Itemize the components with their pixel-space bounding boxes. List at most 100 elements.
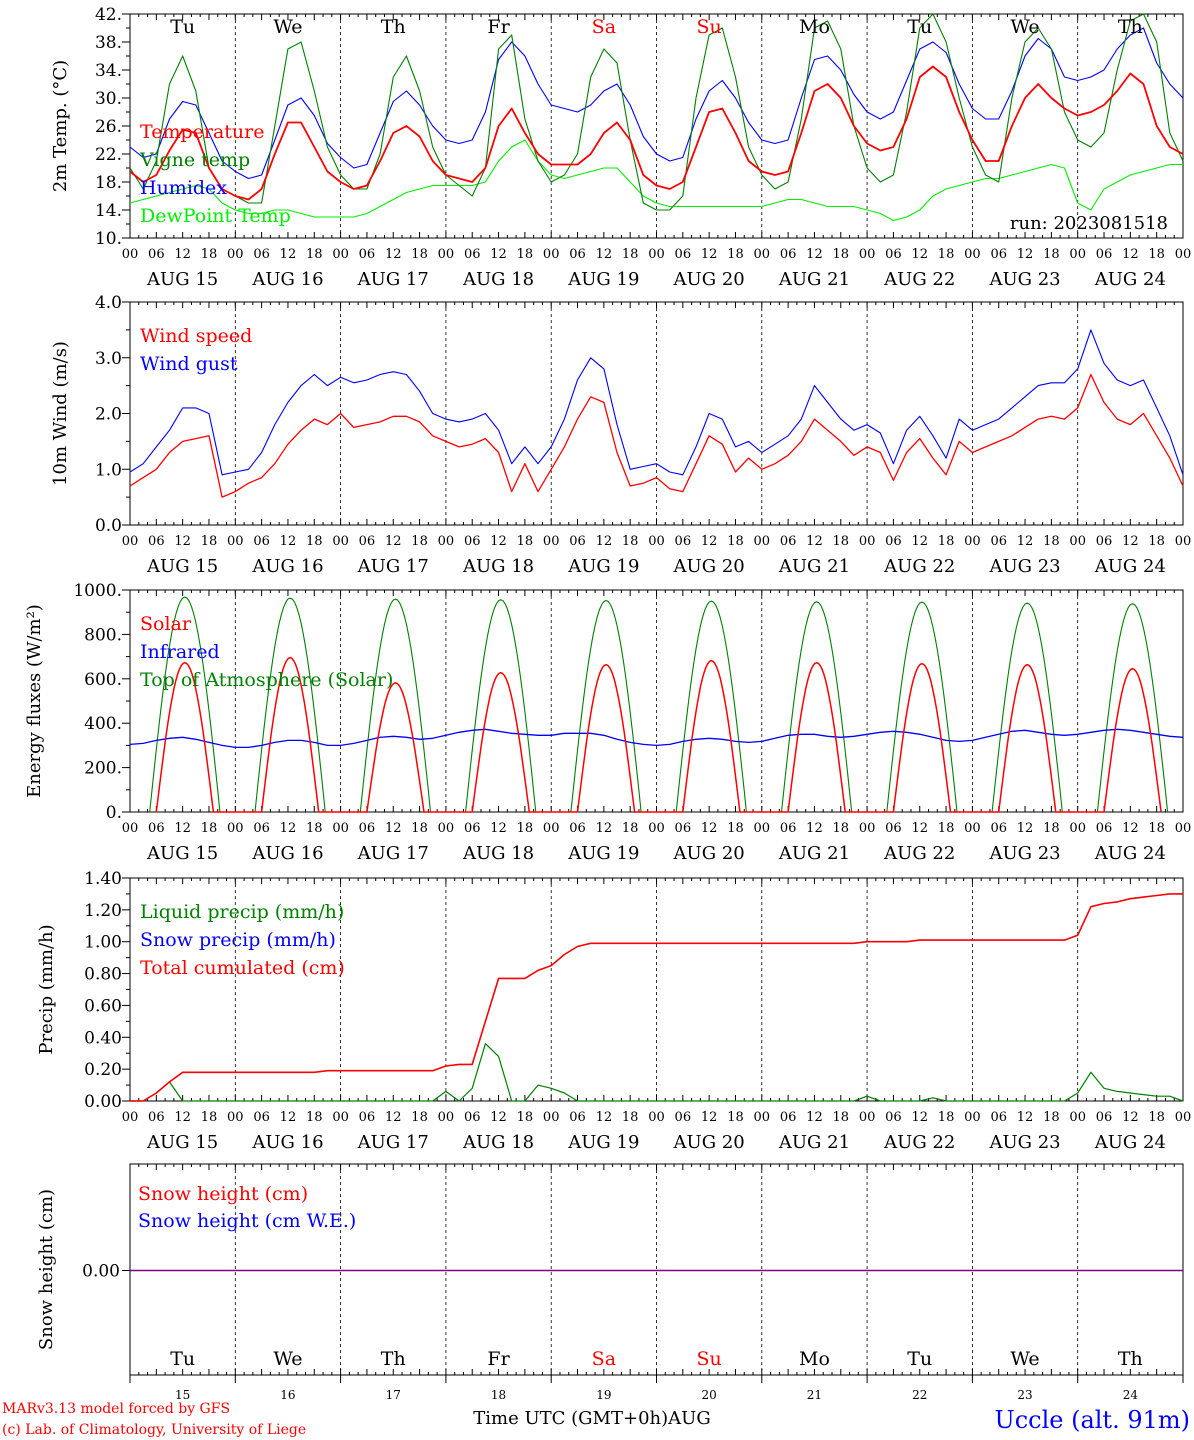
- hour-tick-label: 00: [543, 1110, 560, 1125]
- hour-tick-label: 06: [569, 1110, 586, 1125]
- hour-tick-label: 18: [201, 821, 218, 836]
- hour-tick-label: 00: [227, 821, 244, 836]
- hour-tick-label: 06: [148, 534, 165, 549]
- model-credit-line2: (c) Lab. of Climatology, University of L…: [2, 1422, 306, 1438]
- hour-tick-label: 18: [1043, 821, 1060, 836]
- hour-tick-label: 00: [332, 821, 349, 836]
- hour-tick-label: 00: [964, 534, 981, 549]
- day-label: AUG 15: [146, 556, 218, 577]
- hour-tick-label: 00: [859, 1110, 876, 1125]
- y-tick-label: 1.20: [84, 901, 122, 921]
- day-label: AUG 22: [883, 843, 955, 864]
- hour-tick-label: 06: [148, 1110, 165, 1125]
- y-tick-label: 0.60: [84, 996, 122, 1016]
- hour-tick-label: 00: [438, 1110, 455, 1125]
- hour-tick-label: 12: [596, 821, 613, 836]
- hour-tick-label: 06: [1096, 821, 1113, 836]
- legend-vigne-temp: Vigne temp: [139, 149, 250, 171]
- day-label: AUG 24: [1094, 1132, 1166, 1153]
- hour-tick-label: 18: [727, 247, 744, 262]
- hour-tick-label: 12: [911, 534, 928, 549]
- panel-3: Energy fluxes (W/m²) 0. 200. 400. 600. 800. 10…: [24, 581, 1191, 864]
- series-humidex: [129, 27, 1184, 180]
- y-tick-label: 38.: [95, 33, 122, 53]
- day-label: AUG 16: [251, 1132, 323, 1153]
- hour-tick-label: 00: [964, 821, 981, 836]
- weekday-label: Mo: [799, 16, 830, 38]
- hour-tick-label: 06: [990, 821, 1007, 836]
- hour-tick-label: 18: [201, 1110, 218, 1125]
- hour-tick-label: 06: [148, 821, 165, 836]
- y-tick-label: 0.80: [84, 965, 122, 985]
- hour-tick-label: 06: [885, 1110, 902, 1125]
- hour-tick-label: 12: [174, 1110, 191, 1125]
- legend-total-cumulated-cm: Total cumulated (cm): [140, 957, 345, 979]
- day-label: AUG 19: [567, 269, 639, 290]
- hour-tick-label: 12: [596, 534, 613, 549]
- hour-tick-label: 00: [648, 247, 665, 262]
- hour-tick-label: 12: [490, 247, 507, 262]
- hour-tick-label: 00: [543, 247, 560, 262]
- day-label: AUG 22: [883, 1132, 955, 1153]
- hour-tick-label: 18: [1043, 247, 1060, 262]
- hour-tick-label: 00: [859, 821, 876, 836]
- hour-tick-label: 18: [517, 1110, 534, 1125]
- day-label: AUG 22: [883, 556, 955, 577]
- hour-tick-label: 12: [701, 821, 718, 836]
- hour-tick-label: 18: [622, 247, 639, 262]
- day-number-label: 21: [807, 1388, 822, 1402]
- hour-tick-label: 06: [359, 1110, 376, 1125]
- y-tick-label: 0.20: [84, 1060, 122, 1080]
- weekday-label: Mo: [799, 1348, 830, 1370]
- hour-tick-label: 06: [1096, 247, 1113, 262]
- series-total-cumulated: [130, 893, 1183, 1102]
- series-infrared: [129, 728, 1184, 749]
- hour-tick-label: 00: [122, 534, 139, 549]
- y-tick-label: 2.0: [95, 405, 122, 425]
- legend-snow-1: Snow height (cm W.E.): [138, 1210, 356, 1232]
- run-label: run: 2023081518: [1010, 213, 1168, 234]
- day-label: AUG 23: [988, 269, 1060, 290]
- hour-tick-label: 00: [754, 821, 771, 836]
- day-label: AUG 17: [357, 556, 429, 577]
- series-wind-gust: [129, 329, 1184, 476]
- hour-tick-label: 12: [596, 247, 613, 262]
- hour-tick-label: 00: [964, 1110, 981, 1125]
- y-tick-label: 0.00: [82, 1262, 120, 1282]
- y-axis-label: 10m Wind (m/s): [50, 341, 71, 486]
- hour-tick-label: 12: [174, 534, 191, 549]
- hour-tick-label: 12: [806, 821, 823, 836]
- hour-tick-label: 06: [569, 247, 586, 262]
- legend-snow-0: Snow height (cm): [138, 1183, 308, 1205]
- hour-tick-label: 00: [227, 534, 244, 549]
- hour-tick-label: 00: [122, 1110, 139, 1125]
- legend-infrared: Infrared: [140, 641, 220, 663]
- hour-tick-label: 18: [411, 1110, 428, 1125]
- hour-tick-label: 00: [754, 534, 771, 549]
- day-label: AUG 15: [146, 843, 218, 864]
- hour-tick-label: 06: [464, 534, 481, 549]
- day-label: AUG 15: [146, 269, 218, 290]
- y-tick-label: 10.: [95, 229, 122, 249]
- hour-tick-label: 00: [1069, 534, 1086, 549]
- y-tick-label: 26.: [95, 117, 122, 137]
- hour-tick-label: 18: [938, 1110, 955, 1125]
- hour-tick-label: 12: [385, 247, 402, 262]
- x-axis-label: Time UTC (GMT+0h)AUG: [473, 1408, 710, 1429]
- hour-tick-label: 18: [727, 1110, 744, 1125]
- hour-tick-label: 00: [754, 1110, 771, 1125]
- hour-tick-label: 06: [253, 534, 270, 549]
- hour-tick-label: 06: [253, 1110, 270, 1125]
- hour-tick-label: 12: [701, 1110, 718, 1125]
- hour-tick-label: 00: [332, 247, 349, 262]
- hour-tick-label: 18: [622, 821, 639, 836]
- hour-tick-label: 06: [359, 534, 376, 549]
- day-label: AUG 21: [778, 843, 850, 864]
- day-label: AUG 18: [462, 269, 534, 290]
- model-credit-line1: MARv3.13 model forced by GFS: [2, 1401, 230, 1417]
- y-tick-label: 14.: [95, 201, 122, 221]
- hour-tick-label: 00: [1175, 247, 1192, 262]
- hour-tick-label: 06: [253, 247, 270, 262]
- hour-tick-label: 18: [833, 534, 850, 549]
